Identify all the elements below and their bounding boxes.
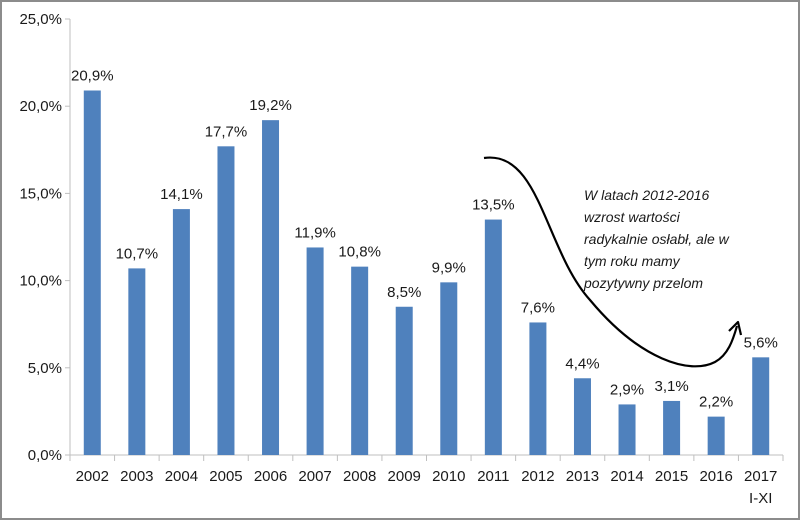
x-tick-label: 2015 xyxy=(655,468,688,485)
data-labels: 20,9% 10,7% 14,1% 17,7%19,2% 11,9%10,8% 8,5% 9… xyxy=(71,68,778,411)
annotation-line: radykalnie osłabł, ale w xyxy=(584,231,730,247)
arrow-head-icon xyxy=(728,320,743,336)
x-tick-label: 2012 xyxy=(521,468,554,485)
bar xyxy=(529,322,547,455)
bars xyxy=(83,90,770,455)
bar xyxy=(128,268,146,455)
data-label: 13,5% xyxy=(472,197,515,214)
x-tick-label: 2009 xyxy=(388,468,421,485)
annotation-line: W latach 2012-2016 xyxy=(584,187,710,203)
bar xyxy=(351,266,369,455)
bar xyxy=(484,219,502,455)
x-tick-label: 2016 xyxy=(699,468,732,485)
x-tick-label: I-XI xyxy=(749,490,772,507)
data-label: 3,1% xyxy=(654,378,688,395)
y-tick-label: 15,0% xyxy=(19,185,62,202)
bar xyxy=(306,247,324,455)
bar xyxy=(217,146,235,455)
x-tick-label: 2008 xyxy=(343,468,376,485)
x-tick-label: 2003 xyxy=(120,468,153,485)
bar xyxy=(618,404,636,455)
bar xyxy=(83,90,101,455)
x-tick-label: 2013 xyxy=(566,468,599,485)
y-tick-label: 20,0% xyxy=(19,98,62,115)
data-label: 5,6% xyxy=(744,334,778,351)
y-tick-label: 0,0% xyxy=(28,447,62,464)
x-tick-label: 2014 xyxy=(610,468,643,485)
y-tick-label: 25,0% xyxy=(19,11,62,28)
bar xyxy=(752,357,770,455)
data-label: 14,1% xyxy=(160,186,203,203)
bar xyxy=(663,400,681,455)
data-label: 10,7% xyxy=(116,245,159,262)
data-label: 2,2% xyxy=(699,394,733,411)
bar xyxy=(395,306,413,455)
bar xyxy=(172,209,190,455)
data-label: 20,9% xyxy=(71,68,114,85)
data-label: 10,8% xyxy=(338,244,381,261)
y-tick-label: 5,0% xyxy=(28,360,62,377)
bar xyxy=(262,120,280,455)
annotation: W latach 2012-2016 wzrost wartości radyk… xyxy=(483,156,743,368)
x-tick-label: 2011 xyxy=(477,468,509,485)
data-label: 4,4% xyxy=(565,355,599,372)
x-tick-label: 2010 xyxy=(432,468,465,485)
y-axis: 0,0% 5,0% 10,0% 15,0% 20,0% 25,0% xyxy=(19,11,71,464)
data-label: 9,9% xyxy=(432,259,466,276)
data-label: 17,7% xyxy=(205,123,248,140)
x-tick-label: 2002 xyxy=(76,468,109,485)
data-label: 7,6% xyxy=(521,299,555,316)
x-tick-label: 2007 xyxy=(298,468,331,485)
x-tick-label: 2006 xyxy=(254,468,287,485)
x-axis: 2002 2003 2004 2005 2006 2007 2008 2009 2010 2011… xyxy=(69,454,784,507)
annotation-line: pozytywny przelom xyxy=(583,275,703,291)
data-label: 2,9% xyxy=(610,381,644,398)
curved-arrow-icon xyxy=(483,156,739,368)
data-label: 8,5% xyxy=(387,284,421,301)
bar xyxy=(707,416,725,455)
annotation-line: tym roku mamy xyxy=(584,253,681,269)
bar xyxy=(573,378,591,455)
y-tick-label: 10,0% xyxy=(19,273,62,290)
annotation-line: wzrost wartości xyxy=(584,209,681,225)
data-label: 19,2% xyxy=(249,97,292,114)
data-label: 11,9% xyxy=(294,224,335,241)
x-tick-label: 2005 xyxy=(209,468,242,485)
bar xyxy=(440,282,458,455)
x-tick-label: 2017 xyxy=(744,468,777,485)
x-tick-label: 2004 xyxy=(165,468,198,485)
